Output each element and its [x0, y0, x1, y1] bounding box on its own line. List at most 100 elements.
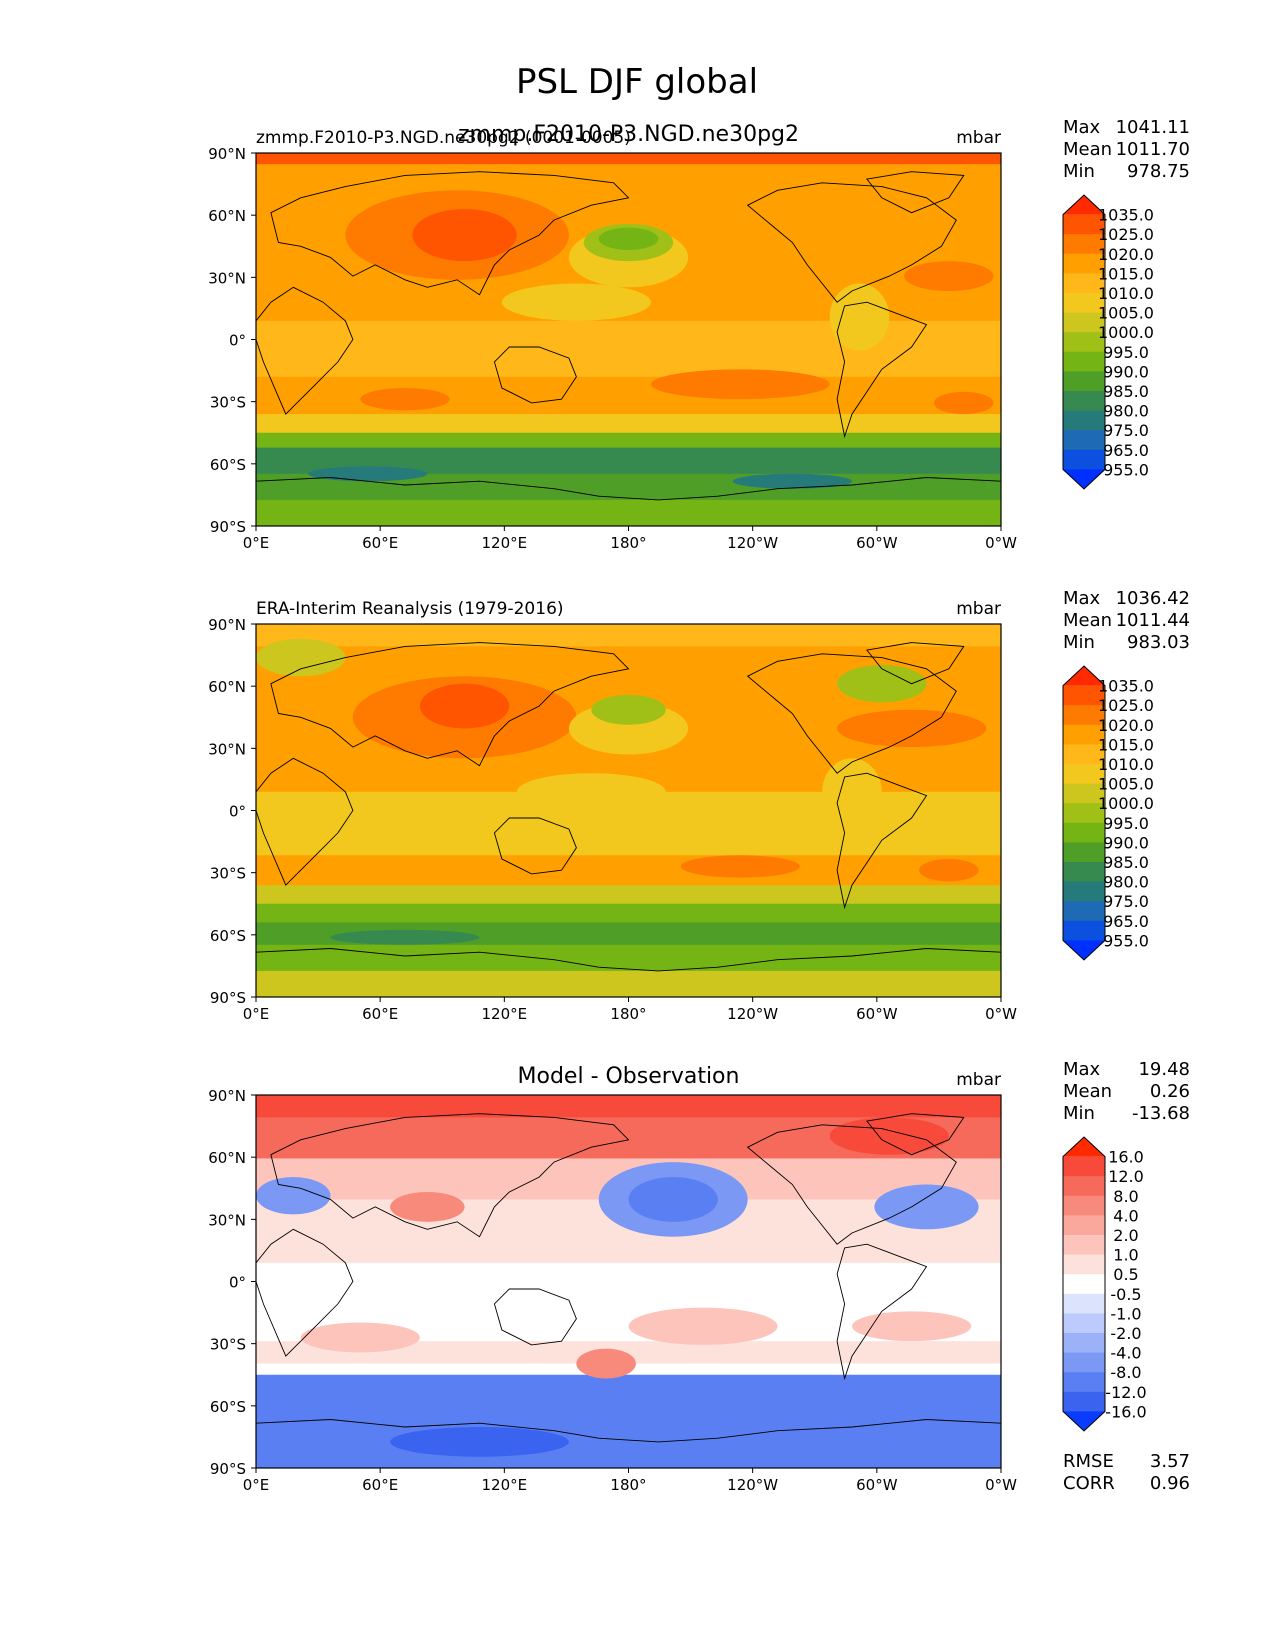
colorbar-label: 12.0	[1108, 1167, 1144, 1186]
colorbar-segment	[1063, 705, 1105, 726]
lat-tick-label: 60°N	[208, 1149, 246, 1167]
extra-stat-value: 3.57	[1150, 1451, 1190, 1472]
colorbar-segment	[1063, 293, 1105, 313]
colorbar-label: 1025.0	[1098, 696, 1154, 715]
colorbar-segment	[1063, 822, 1105, 843]
panel-test: 90°N 60°N 30°N 0° 30°S 60°S 90°S0°E 60°E 120°E 18…	[208, 117, 1190, 552]
colorbar-segment	[1063, 920, 1105, 941]
lon-tick-label: 0°W	[985, 1476, 1017, 1494]
lon-tick-label: 120°W	[727, 534, 778, 552]
colorbar-label: 1005.0	[1098, 304, 1154, 323]
lon-tick-label: 60°E	[362, 1005, 398, 1023]
lon-tick-label: 120°E	[482, 1476, 528, 1494]
stat-label: Min	[1063, 1103, 1095, 1124]
colorbar: 1035.01025.01020.01015.01010.01005.01000…	[1062, 194, 1154, 490]
colorbar-label: 1005.0	[1098, 775, 1154, 794]
figure-title: PSL DJF global	[516, 62, 758, 102]
colorbar-segment	[1063, 724, 1105, 745]
colorbar-label: 2.0	[1113, 1226, 1138, 1245]
panel-title-center: zmmp.F2010-P3.NGD.ne30pg2	[458, 122, 799, 147]
colorbar-label: 8.0	[1113, 1187, 1138, 1206]
lat-tick-label: 0°	[229, 1274, 246, 1292]
extra-stat-value: 0.96	[1150, 1473, 1190, 1494]
lon-tick-label: 60°E	[362, 534, 398, 552]
colorbar-label: 955.0	[1103, 460, 1149, 479]
colorbar-label: -2.0	[1110, 1324, 1141, 1343]
colorbar-segment	[1063, 410, 1105, 431]
colorbar-outline	[1062, 665, 1106, 961]
colorbar-segment	[1063, 881, 1105, 902]
coastlines	[256, 1113, 1001, 1443]
colorbar-label: 1035.0	[1098, 677, 1154, 696]
lon-tick-label: 180°	[610, 1476, 646, 1494]
lat-tick-label: 30°N	[208, 269, 246, 287]
colorbar-label: 1025.0	[1098, 225, 1154, 244]
lon-tick-label: 0°E	[243, 1005, 270, 1023]
lon-tick-label: 120°W	[727, 1476, 778, 1494]
colorbar-segment	[1063, 1176, 1105, 1197]
stat-value: 1011.70	[1116, 139, 1190, 160]
colorbar-segment	[1063, 803, 1105, 824]
lon-tick-label: 60°W	[856, 1476, 898, 1494]
stat-value: 978.75	[1127, 161, 1190, 182]
map-field	[256, 1095, 1001, 1468]
colorbar-extension-bottom	[1063, 469, 1105, 489]
colorbar-segment	[1063, 351, 1105, 372]
colorbar-segment	[1063, 1372, 1105, 1393]
stat-label: Mean	[1063, 1081, 1112, 1102]
stat-label: Min	[1063, 632, 1095, 653]
lon-tick-label: 0°E	[243, 1476, 270, 1494]
stat-value: 0.26	[1150, 1081, 1190, 1102]
stat-value: 983.03	[1127, 632, 1190, 653]
colorbar-segment	[1063, 214, 1105, 235]
colorbar-label: -4.0	[1110, 1344, 1141, 1363]
panel-units: mbar	[956, 599, 1001, 619]
map-field	[256, 624, 1001, 997]
colorbar-segment	[1063, 1215, 1105, 1236]
panel-title-left: ERA-Interim Reanalysis (1979-2016)	[256, 599, 564, 619]
stat-value: 1041.11	[1116, 117, 1190, 138]
colorbar-segment	[1063, 371, 1105, 392]
colorbar-label: 965.0	[1103, 441, 1149, 460]
lon-tick-label: 0°W	[985, 534, 1017, 552]
extra-stat-label: CORR	[1063, 1473, 1115, 1494]
lat-tick-label: 60°S	[210, 1398, 246, 1416]
lon-tick-label: 0°W	[985, 1005, 1017, 1023]
stat-value: 19.48	[1138, 1059, 1190, 1080]
colorbar-segment	[1063, 430, 1105, 451]
colorbar-label: 1010.0	[1098, 284, 1154, 303]
colorbar-segment	[1063, 744, 1105, 765]
colorbar-segment	[1063, 253, 1105, 274]
colorbar-segment	[1063, 764, 1105, 784]
colorbar-label: 990.0	[1103, 362, 1149, 381]
colorbar-segment	[1063, 1235, 1105, 1255]
colorbar-segment	[1063, 273, 1105, 294]
colorbar-label: -1.0	[1110, 1304, 1141, 1323]
coastlines	[256, 642, 1001, 972]
map-field	[256, 153, 1001, 526]
panel-title-left: zmmp.F2010-P3.NGD.ne30pg2 (0001-0005)	[256, 128, 631, 148]
stat-value: 1011.44	[1116, 610, 1190, 631]
colorbar: 16.012.08.04.02.01.00.5-0.5-1.0-2.0-4.0-…	[1062, 1136, 1147, 1432]
colorbar-segment	[1063, 391, 1105, 411]
lat-tick-label: 90°S	[210, 518, 246, 536]
colorbar-label: 980.0	[1103, 873, 1149, 892]
colorbar-label: 1.0	[1113, 1246, 1138, 1265]
colorbar-segment	[1063, 1333, 1105, 1353]
colorbar-label: 1010.0	[1098, 755, 1154, 774]
colorbar-extension-top	[1063, 666, 1105, 686]
colorbar-label: -12.0	[1105, 1383, 1146, 1402]
colorbar-segment	[1063, 449, 1105, 470]
colorbar-outline	[1062, 1136, 1106, 1432]
stat-label: Max	[1063, 588, 1101, 609]
coastlines	[256, 171, 1001, 501]
extra-stat-label: RMSE	[1063, 1451, 1114, 1472]
lon-tick-label: 120°E	[482, 534, 528, 552]
colorbar-label: 980.0	[1103, 402, 1149, 421]
colorbar-segment	[1063, 234, 1105, 255]
colorbar-label: 965.0	[1103, 912, 1149, 931]
colorbar-segment	[1063, 332, 1105, 353]
colorbar-extension-top	[1063, 1137, 1105, 1157]
colorbar-label: 1035.0	[1098, 206, 1154, 225]
lon-tick-label: 0°E	[243, 534, 270, 552]
